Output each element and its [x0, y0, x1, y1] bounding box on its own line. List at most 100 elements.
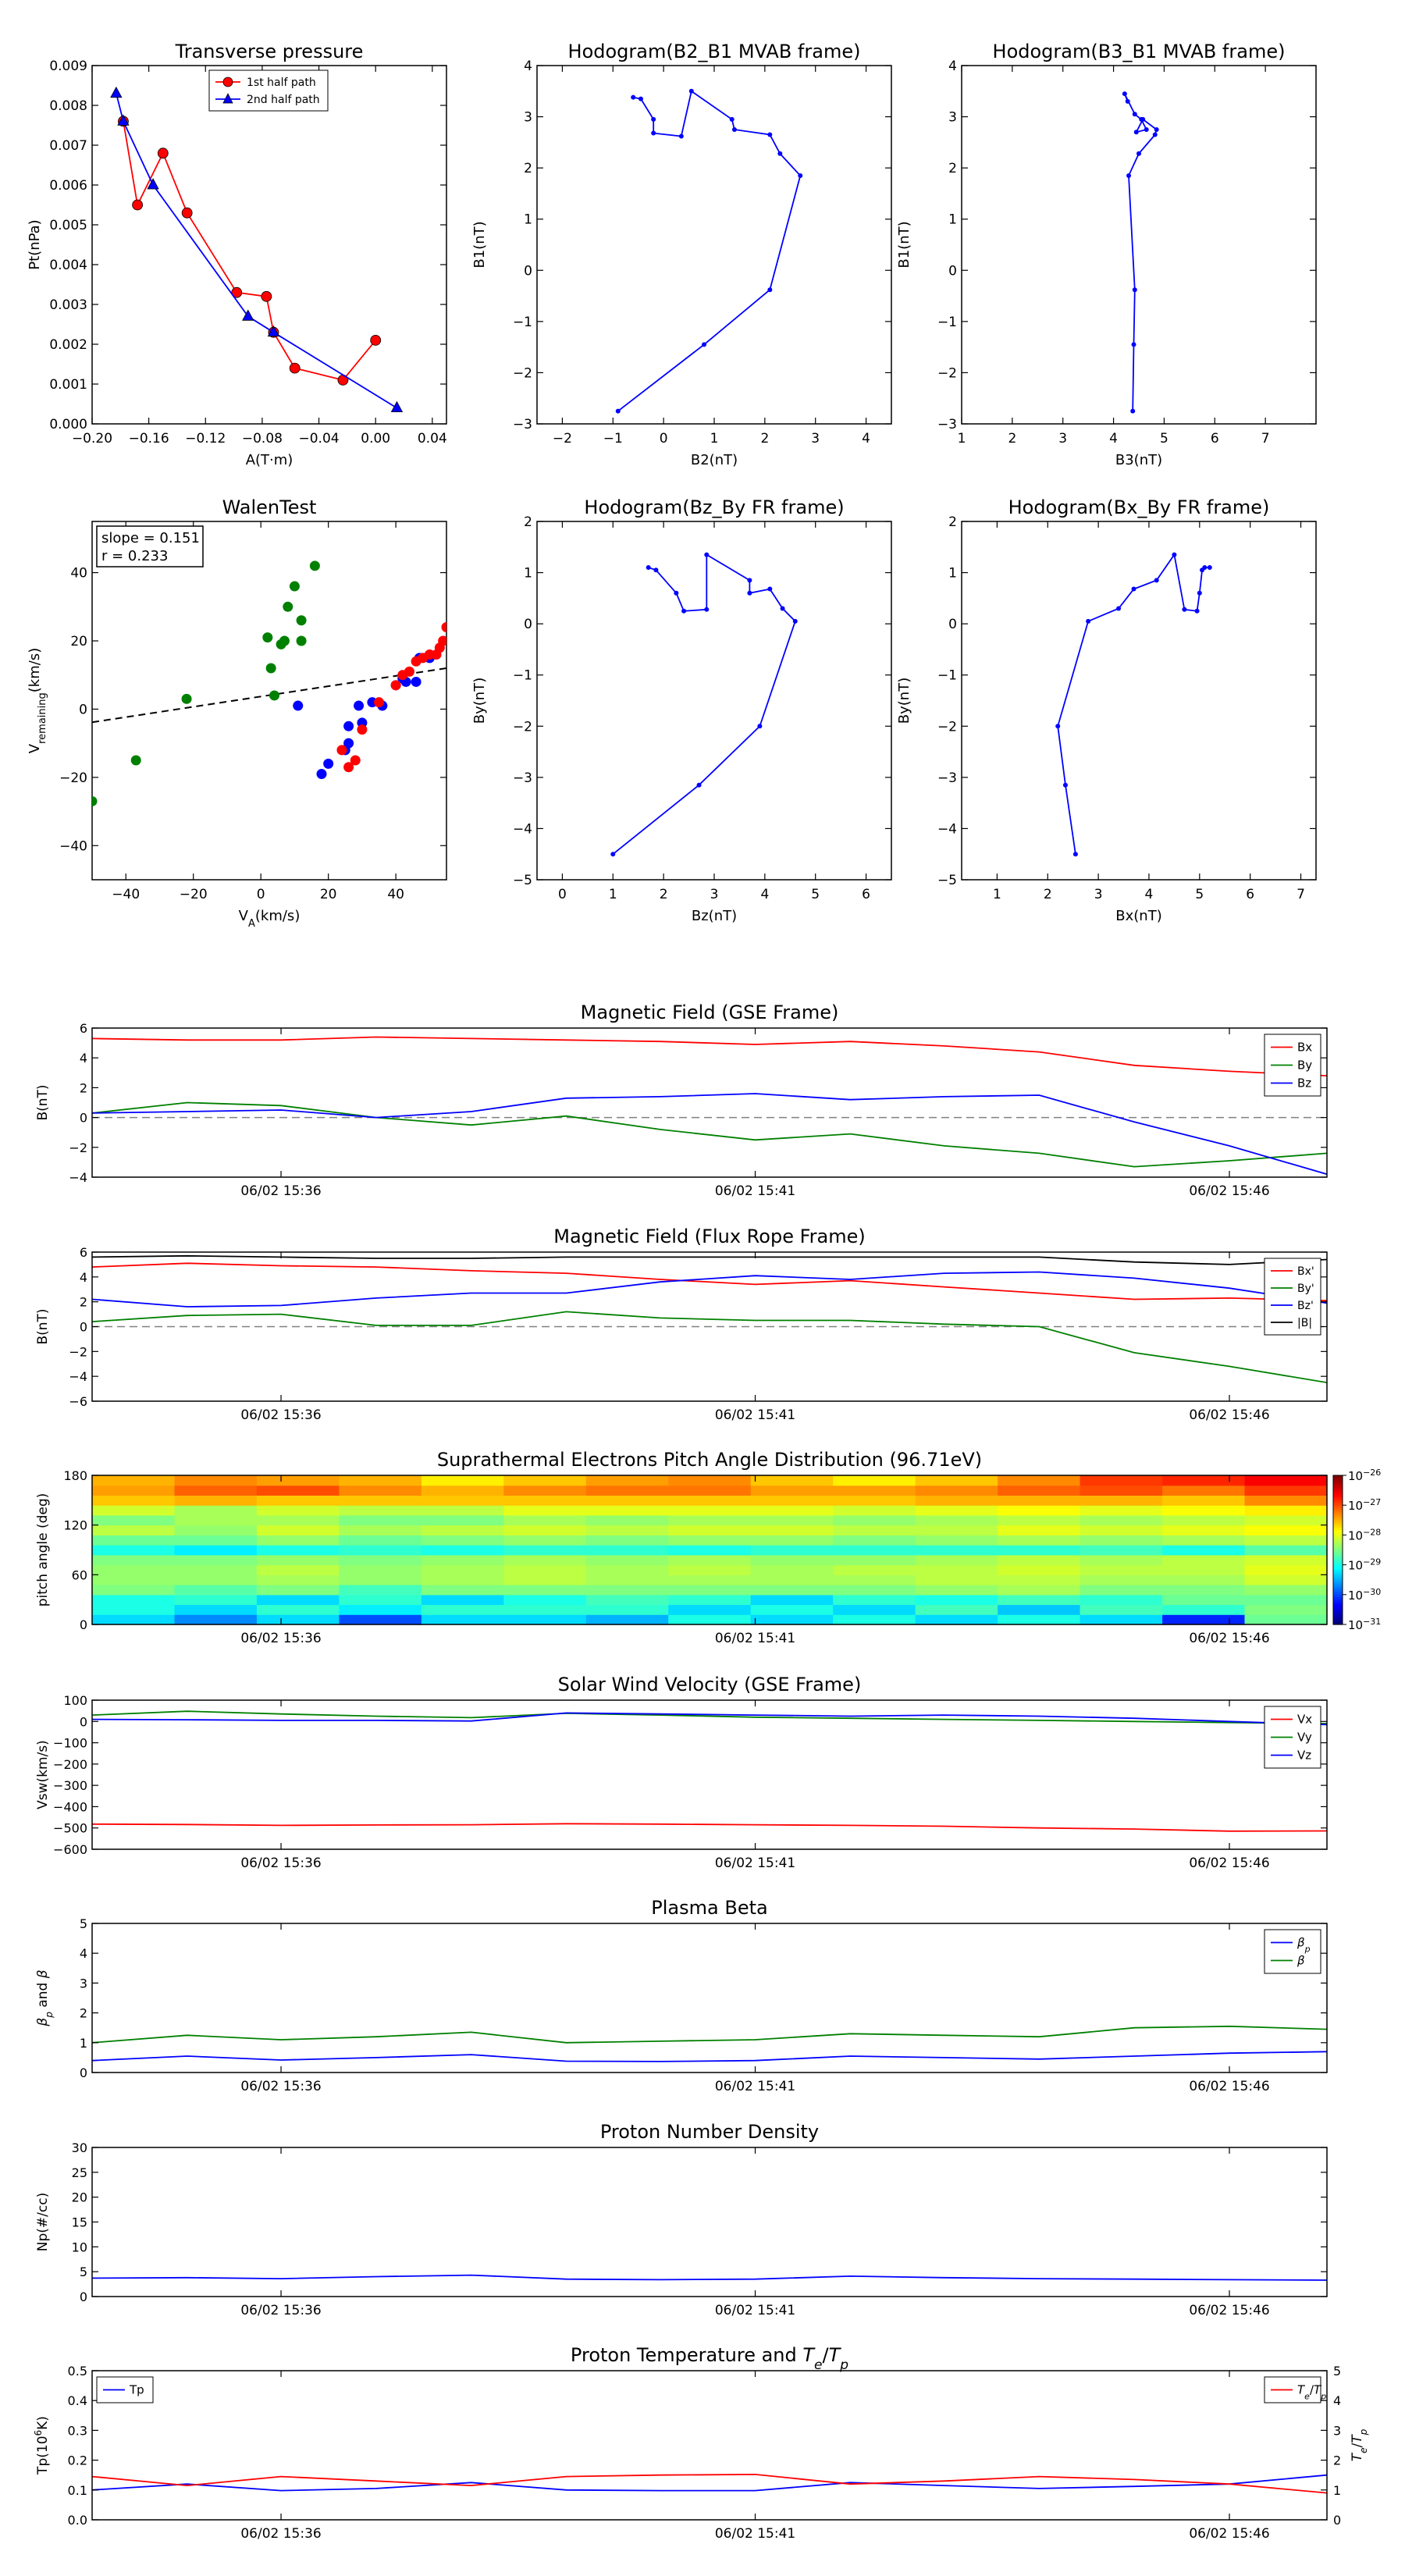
heatmap-cell [1162, 1535, 1246, 1546]
heatmap-cell [1080, 1525, 1163, 1535]
chart-title: Transverse pressure [175, 41, 364, 62]
x-tick-label: 06/02 15:46 [1189, 1407, 1269, 1423]
y-tick-label: 0 [524, 263, 532, 279]
heatmap-cell [174, 1594, 258, 1606]
data-point [651, 130, 656, 136]
label-part: Tp( [35, 2453, 51, 2475]
heatmap-cell [339, 1485, 422, 1496]
label-part: 10 [1348, 1528, 1363, 1542]
y-tick-label: 0.008 [49, 98, 87, 114]
series-line-2 [92, 1271, 1327, 1308]
heatmap-cell [998, 1564, 1081, 1575]
heatmap-cell [503, 1574, 587, 1585]
panel-mf_gse: 06/02 15:36 06/02 15:41 06/02 15:46 −4 −2 0 2 4… [35, 1002, 1328, 1199]
y-tick-label: 4 [80, 1051, 87, 1066]
colorbar-segment [1333, 1480, 1343, 1484]
heatmap-cell [1080, 1495, 1163, 1506]
heatmap-cell [92, 1475, 176, 1486]
series-line-0 [92, 2051, 1327, 2062]
label-part: p [1304, 1944, 1311, 1954]
heatmap-cell [92, 1574, 176, 1585]
data-point [350, 755, 361, 766]
y-tick-label: 1 [948, 212, 957, 228]
data-point [747, 578, 752, 583]
label-part: 10 [1348, 1469, 1363, 1483]
heatmap-cell [421, 1514, 504, 1526]
heatmap-cell [256, 1505, 340, 1516]
x-tick-label: 6 [862, 887, 870, 902]
y2-tick-label: 1 [1333, 2483, 1341, 2498]
x-tick-label: 06/02 15:46 [1189, 2079, 1269, 2094]
data-point [1154, 578, 1159, 583]
heatmap-cell [503, 1505, 587, 1516]
plot-area [92, 2025, 1327, 2062]
heatmap-cell [503, 1485, 587, 1496]
heatmap-cell [174, 1545, 258, 1556]
y-tick-label: 25 [72, 2165, 87, 2180]
y-tick-label: 4 [524, 59, 532, 74]
x-tick-label: −2 [553, 431, 572, 447]
x-tick-label: 06/02 15:41 [715, 2526, 795, 2542]
label-part: T [829, 2344, 842, 2366]
colorbar-segment [1333, 1604, 1343, 1608]
y-tick-label: −2 [937, 365, 957, 381]
heatmap-cell [1244, 1514, 1328, 1526]
data-point [261, 290, 272, 302]
colorbar-segment [1333, 1574, 1343, 1578]
heatmap-cell [503, 1545, 587, 1556]
x-tick-label: 0.00 [361, 431, 390, 447]
data-point [704, 552, 710, 557]
colorbar-segment [1333, 1490, 1343, 1493]
heatmap-cell [256, 1475, 340, 1486]
heatmap-cell [833, 1585, 916, 1596]
legend-label: βp [1297, 1936, 1311, 1955]
heatmap-cell [174, 1525, 258, 1535]
panel-h2: 1 2 3 4 5 6 7 −3 −2 −1 0 1 2 3 4 Hodogram(B3_B1 MVAB fr… [896, 41, 1317, 468]
x-tick-label: 06/02 15:36 [240, 1183, 321, 1199]
x-axis-label: Bx(nT) [1115, 908, 1161, 924]
plot-area [92, 2473, 1327, 2494]
heatmap-cell [750, 1604, 834, 1615]
colorbar-segment [1333, 1510, 1343, 1514]
colorbar-segment [1333, 1527, 1343, 1531]
heatmap-cell [1080, 1485, 1163, 1496]
colorbar-label: 10−30 [1348, 1586, 1381, 1603]
heatmap-cell [256, 1594, 340, 1606]
heatmap-cell [750, 1535, 834, 1546]
data-point [1116, 606, 1122, 611]
legend-label: |B| [1297, 1317, 1312, 1329]
x-tick-label: 06/02 15:46 [1189, 1183, 1269, 1199]
label-part: −31 [1363, 1617, 1381, 1627]
y-tick-label: 0 [80, 1617, 87, 1632]
data-point [269, 690, 279, 701]
heatmap-cell [174, 1614, 258, 1625]
heatmap-cell [92, 1485, 176, 1496]
data-point [780, 606, 785, 611]
y-tick-label: −600 [53, 1842, 87, 1857]
heatmap-cell [750, 1505, 834, 1516]
chart-title: Plasma Beta [651, 1897, 767, 1919]
y-axis-label: Vsw(km/s) [35, 1740, 51, 1809]
heatmap-cell [833, 1594, 916, 1606]
heatmap-cell [256, 1514, 340, 1526]
label-part: 10 [1348, 1499, 1363, 1513]
y-axis-label: B1(nT) [471, 221, 488, 268]
y-tick-label: 5 [80, 2265, 87, 2279]
data-point [1125, 98, 1130, 104]
heatmap-cell [915, 1564, 998, 1575]
heatmap-cell [503, 1495, 587, 1506]
heatmap-cell [915, 1475, 998, 1486]
heatmap-cell [339, 1614, 422, 1625]
heatmap-cell [833, 1525, 916, 1535]
data-point [390, 400, 404, 412]
chart-title: Hodogram(B2_B1 MVAB frame) [568, 41, 861, 62]
y-tick-label: 30 [72, 2140, 87, 2155]
y-axis-label: B1(nT) [896, 221, 912, 268]
data-point [777, 151, 783, 156]
y-tick-label: −2 [513, 719, 532, 735]
heatmap-cell [915, 1525, 998, 1535]
series-line-1 [92, 1311, 1327, 1383]
heatmap-cell [339, 1525, 422, 1535]
heatmap-cell [92, 1594, 176, 1606]
